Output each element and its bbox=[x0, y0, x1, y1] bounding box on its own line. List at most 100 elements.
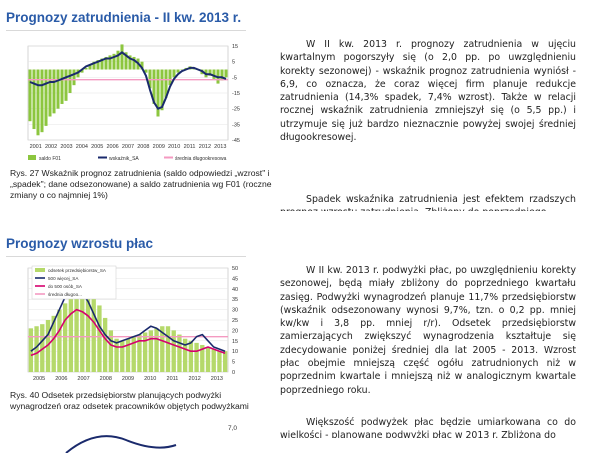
y-tick-label: -5 bbox=[232, 75, 237, 81]
x-tick-label: 2006 bbox=[106, 144, 118, 150]
bar bbox=[160, 326, 165, 372]
bar bbox=[132, 56, 136, 70]
x-tick-label: 2010 bbox=[168, 144, 180, 150]
bar bbox=[137, 334, 142, 372]
bar bbox=[108, 330, 114, 372]
bar bbox=[80, 290, 85, 372]
x-tick-label: 2011 bbox=[167, 376, 179, 382]
bar bbox=[68, 69, 72, 93]
y-tick-label: 45 bbox=[232, 276, 238, 282]
bar bbox=[48, 69, 52, 117]
x-tick-label: 2008 bbox=[137, 144, 149, 150]
x-tick-label: 2006 bbox=[55, 376, 67, 382]
bar bbox=[104, 56, 108, 70]
bar bbox=[100, 58, 104, 70]
y-tick-label: -15 bbox=[232, 91, 240, 97]
bar bbox=[96, 60, 100, 70]
bar bbox=[56, 69, 60, 109]
y-tick-label: 5 bbox=[232, 360, 235, 366]
x-tick-label: 2001 bbox=[30, 144, 42, 150]
bar bbox=[224, 69, 228, 78]
bar bbox=[28, 69, 32, 122]
series-line-500-wiecej bbox=[30, 285, 226, 352]
bar bbox=[171, 330, 176, 372]
bar bbox=[40, 324, 45, 372]
bar bbox=[165, 326, 171, 372]
y-tick-label: 30 bbox=[232, 308, 238, 314]
section-title-employment: Prognozy zatrudnienia - II kw. 2013 r. bbox=[6, 10, 242, 25]
paragraph-wages-text: W II kw. 2013 r. podwyżki płac, po uwzgl… bbox=[280, 265, 576, 396]
bar bbox=[51, 315, 56, 372]
fragment-tick-label: 7,0 bbox=[228, 425, 237, 432]
bar bbox=[32, 69, 36, 130]
y-tick-label: 40 bbox=[232, 287, 238, 293]
bar bbox=[40, 69, 44, 133]
paragraph-wages: W II kw. 2013 r. podwyżki płac, po uwzgl… bbox=[280, 264, 576, 397]
bar bbox=[212, 69, 216, 79]
bar bbox=[72, 69, 76, 86]
x-tick-label: 2005 bbox=[33, 376, 45, 382]
bar bbox=[140, 61, 144, 70]
paragraph-employment-continued-text: Spadek wskaźnika zatrudnienia jest efekt… bbox=[280, 194, 576, 211]
figure-caption-40: Rys. 40 Odsetek przedsiębiorstw planując… bbox=[10, 390, 249, 411]
bar bbox=[120, 340, 125, 372]
bar bbox=[60, 69, 64, 104]
bar bbox=[176, 69, 180, 73]
bar bbox=[160, 69, 164, 111]
bar bbox=[124, 52, 128, 70]
x-tick-label: 2012 bbox=[189, 376, 201, 382]
bar bbox=[144, 69, 148, 73]
x-tick-label: 2005 bbox=[91, 144, 103, 150]
legend-label: średnia długoo... bbox=[48, 292, 82, 297]
title-underline bbox=[6, 30, 246, 31]
title-underline bbox=[6, 256, 246, 257]
figure-caption-27: Rys. 27 Wskaźnik prognoz zatrudnienia (s… bbox=[10, 168, 272, 200]
bar bbox=[148, 69, 152, 89]
legend-label: saldo F01 bbox=[39, 156, 61, 162]
section-title-wages: Prognozy wzrostu płac bbox=[6, 236, 154, 251]
paragraph-wages-continued: Większość podwyżek płac będzie umiarkowa… bbox=[280, 416, 576, 438]
x-tick-label: 2003 bbox=[60, 144, 72, 150]
x-tick-label: 2013 bbox=[211, 376, 223, 382]
bar bbox=[44, 69, 48, 126]
series-line-wskaznik bbox=[29, 51, 227, 110]
y-tick-label: 20 bbox=[232, 328, 238, 334]
bar bbox=[36, 69, 40, 136]
bar bbox=[112, 53, 116, 70]
bar bbox=[205, 347, 211, 372]
bar bbox=[182, 338, 188, 372]
bar bbox=[28, 328, 34, 372]
bar bbox=[85, 292, 91, 372]
bar bbox=[114, 338, 119, 372]
y-tick-label: 0 bbox=[232, 370, 235, 376]
bar bbox=[148, 330, 154, 372]
bar bbox=[177, 334, 182, 372]
y-tick-label: -45 bbox=[232, 138, 240, 144]
bar bbox=[172, 69, 176, 78]
bar bbox=[152, 69, 156, 104]
bar bbox=[108, 55, 112, 70]
y-tick-label: 25 bbox=[232, 318, 238, 324]
x-tick-label: 2011 bbox=[184, 144, 196, 150]
bar bbox=[154, 328, 159, 372]
bar bbox=[97, 305, 102, 372]
fragment-line bbox=[65, 435, 177, 453]
legend-label: odsetek przedsiębiorstw_SA bbox=[48, 268, 107, 273]
x-tick-label: 2002 bbox=[45, 144, 57, 150]
bar bbox=[91, 297, 96, 372]
legend-label: do 500 osób_SA bbox=[48, 284, 83, 289]
bar bbox=[222, 351, 228, 372]
y-tick-label: 35 bbox=[232, 297, 238, 303]
y-tick-label: 5 bbox=[232, 60, 235, 66]
legend-label: średnia długookresowa bbox=[175, 156, 227, 162]
x-tick-label: 2008 bbox=[100, 376, 112, 382]
bar bbox=[84, 67, 88, 70]
bar bbox=[120, 44, 124, 70]
paragraph-employment: W II kw. 2013 r. prognozy zatrudnienia w… bbox=[280, 38, 576, 144]
series-line-do-500 bbox=[30, 308, 226, 357]
bar bbox=[116, 50, 120, 70]
bar bbox=[180, 69, 184, 70]
paragraph-employment-text: W II kw. 2013 r. prognozy zatrudnienia w… bbox=[280, 39, 576, 144]
legend-label: wskaźnik_SA bbox=[109, 156, 139, 162]
x-tick-label: 2007 bbox=[122, 144, 134, 150]
